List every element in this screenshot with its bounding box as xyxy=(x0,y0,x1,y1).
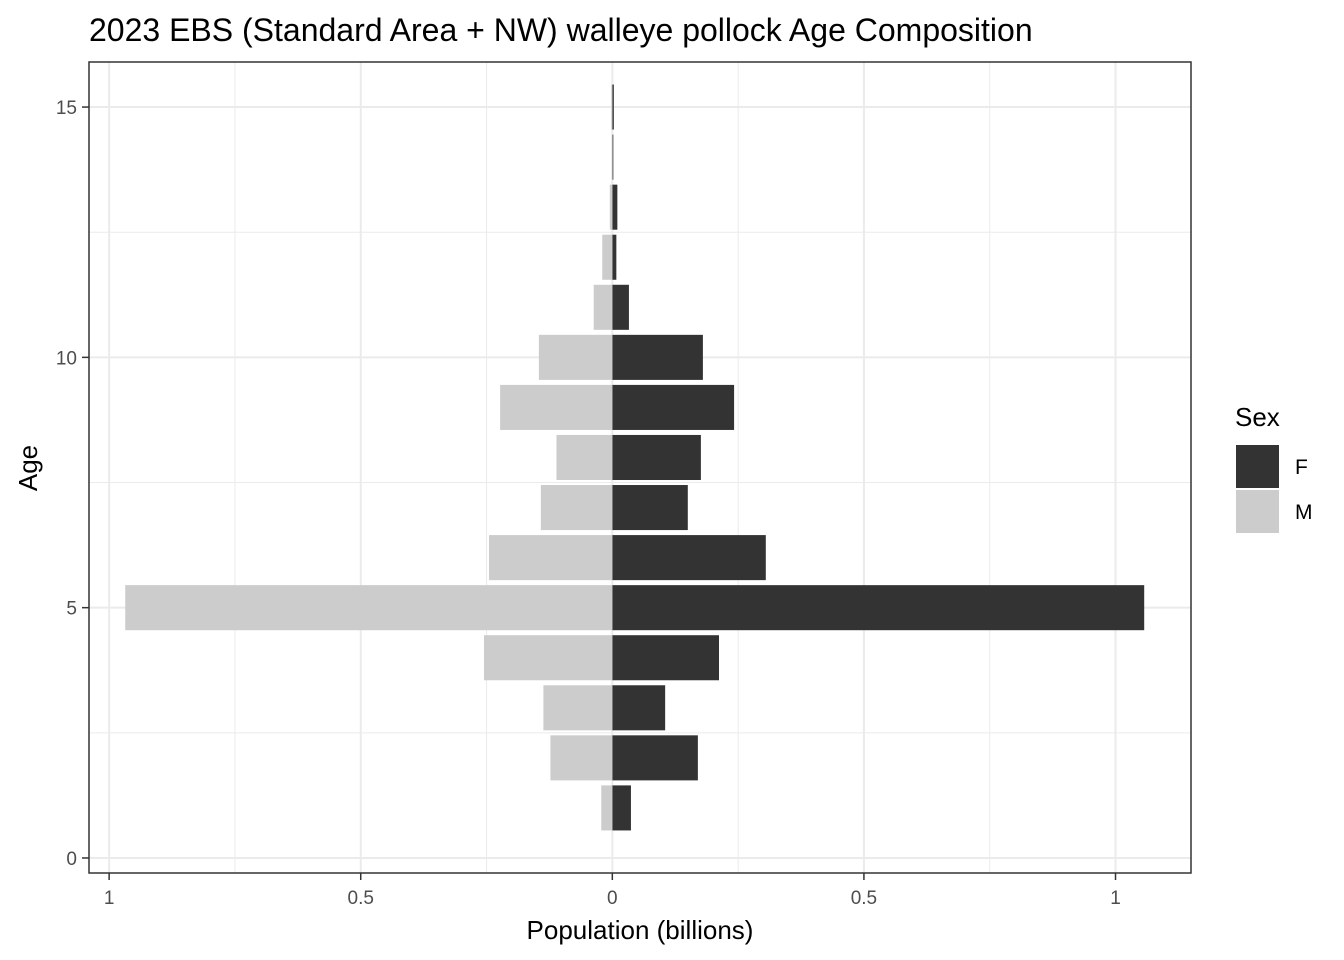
bar-m-age-14 xyxy=(611,134,613,180)
x-tick-label: 0.5 xyxy=(851,888,877,909)
bar-f-age-10 xyxy=(612,334,703,380)
bar-f-age-6 xyxy=(612,535,766,581)
y-axis: 0 5 10 15 xyxy=(56,98,89,870)
bar-m-age-9 xyxy=(500,384,613,430)
y-tick-label: 15 xyxy=(56,98,77,119)
x-tick-label: 1 xyxy=(1110,888,1121,909)
bar-m-age-4 xyxy=(484,635,613,681)
bar-m-age-10 xyxy=(538,334,613,380)
y-tick-label: 0 xyxy=(66,849,77,870)
bars xyxy=(125,84,1145,831)
bar-f-age-5 xyxy=(612,585,1145,631)
legend: Sex FM xyxy=(1235,402,1313,533)
bar-m-age-2 xyxy=(550,735,613,781)
chart-title: 2023 EBS (Standard Area + NW) walleye po… xyxy=(89,12,1033,48)
bar-m-age-7 xyxy=(540,485,613,531)
legend-label-f: F xyxy=(1295,456,1308,479)
x-tick-label: 1 xyxy=(104,888,115,909)
legend-key-m xyxy=(1236,490,1279,533)
legend-key-f xyxy=(1236,445,1279,488)
bar-m-age-5 xyxy=(125,585,613,631)
bar-f-age-1 xyxy=(612,785,631,831)
bar-f-age-2 xyxy=(612,735,698,781)
bar-m-age-6 xyxy=(489,535,613,581)
bar-m-age-8 xyxy=(556,434,613,481)
bar-m-age-12 xyxy=(602,234,613,280)
bar-m-age-3 xyxy=(543,685,613,731)
legend-title: Sex xyxy=(1235,402,1280,432)
bar-f-age-9 xyxy=(612,384,735,430)
bar-f-age-14 xyxy=(612,134,614,180)
bar-f-age-3 xyxy=(612,685,666,731)
bar-m-age-11 xyxy=(593,284,613,330)
bar-f-age-7 xyxy=(612,485,688,531)
bar-f-age-13 xyxy=(612,184,618,230)
x-tick-label: 0.5 xyxy=(348,888,374,909)
bar-m-age-13 xyxy=(609,184,613,230)
bar-f-age-15 xyxy=(612,84,614,130)
bar-f-age-4 xyxy=(612,635,720,681)
x-axis: 1 0.5 0 0.5 1 xyxy=(104,873,1121,909)
y-tick-label: 5 xyxy=(66,599,77,620)
y-axis-title: Age xyxy=(13,445,43,491)
y-tick-label: 10 xyxy=(56,348,77,369)
bar-f-age-12 xyxy=(612,234,617,280)
bar-f-age-8 xyxy=(612,434,701,481)
x-axis-title: Population (billions) xyxy=(527,915,754,945)
plot-border xyxy=(88,61,1192,874)
x-tick-label: 0 xyxy=(607,888,618,909)
legend-label-m: M xyxy=(1295,501,1313,524)
bar-m-age-15 xyxy=(611,84,613,130)
bar-f-age-11 xyxy=(612,284,629,330)
bar-m-age-1 xyxy=(601,785,613,831)
